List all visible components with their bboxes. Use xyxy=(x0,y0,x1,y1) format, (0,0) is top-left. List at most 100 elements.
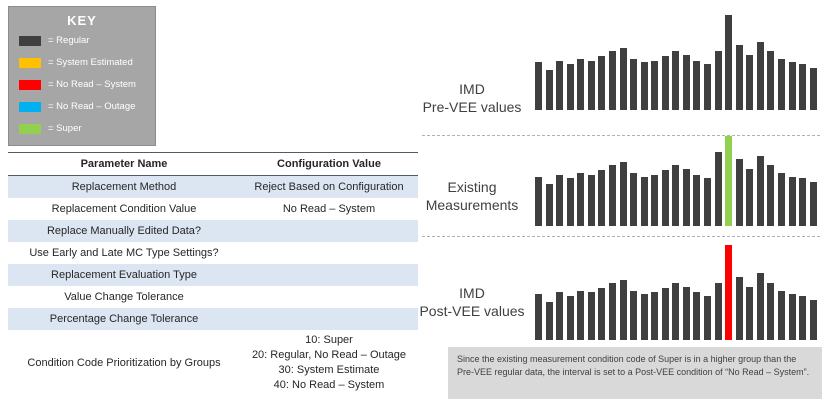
legend-label: = Super xyxy=(48,123,82,134)
param-name-cell: Replacement Condition Value xyxy=(51,203,197,215)
bar xyxy=(608,165,616,226)
param-value-cell: Reject Based on Configuration xyxy=(254,180,404,193)
table-row: Use Early and Late MC Type Settings? xyxy=(8,242,418,264)
legend-item-regular: = Regular xyxy=(19,35,145,46)
legend-swatch-system-estimated xyxy=(19,57,41,68)
bar xyxy=(693,175,701,226)
table-row: Value Change Tolerance xyxy=(8,286,418,308)
existing-measurements-chart xyxy=(535,130,817,226)
bar xyxy=(682,55,690,110)
bar xyxy=(545,70,553,110)
bar xyxy=(640,177,648,226)
legend-label: = System Estimated xyxy=(48,57,133,68)
legend-swatch-super xyxy=(19,123,41,134)
bar xyxy=(566,178,574,226)
bar xyxy=(672,283,680,340)
bar xyxy=(735,277,743,340)
table-row: Replacement Condition Value No Read – Sy… xyxy=(8,198,418,220)
bar xyxy=(704,178,711,226)
bar xyxy=(746,287,754,340)
param-name-cell: Percentage Change Tolerance xyxy=(49,313,199,325)
table-header-row: Parameter Name Configuration Value xyxy=(8,152,418,176)
key-title: KEY xyxy=(67,13,97,28)
param-value-cell: No Read – System xyxy=(282,202,376,215)
existing-measurements-chart-label: Existing Measurements xyxy=(425,179,519,214)
bar xyxy=(608,283,616,340)
bar xyxy=(545,184,553,226)
param-name-cell: Replacement Method xyxy=(71,181,177,193)
bar xyxy=(598,56,606,110)
bar xyxy=(714,283,722,340)
bar xyxy=(556,61,564,110)
param-value-cell xyxy=(240,264,418,286)
bar xyxy=(704,64,711,110)
param-value-cell xyxy=(240,286,418,308)
highlighted-bar xyxy=(725,15,733,110)
callout-note: Since the existing measurement condition… xyxy=(448,347,822,399)
bar xyxy=(587,61,595,110)
bar xyxy=(535,294,542,340)
table-row: Replacement Method Reject Based on Confi… xyxy=(8,176,418,198)
bar xyxy=(746,169,754,226)
legend-label: = No Read – Outage xyxy=(48,101,136,112)
bar xyxy=(777,173,785,226)
parameters-table: Parameter Name Configuration Value Repla… xyxy=(8,152,418,395)
bar xyxy=(799,296,807,340)
table-row: Replacement Evaluation Type xyxy=(8,264,418,286)
legend-item-no-read-system: = No Read – System xyxy=(19,79,145,90)
bar xyxy=(651,175,659,226)
pre-vee-chart xyxy=(535,14,817,110)
param-name-cell: Replace Manually Edited Data? xyxy=(46,225,202,237)
bar xyxy=(587,175,595,226)
highlighted-bar xyxy=(725,136,733,226)
table-row: Percentage Change Tolerance xyxy=(8,308,418,330)
bar xyxy=(566,296,574,340)
table-row: Condition Code Prioritization by Groups … xyxy=(8,330,418,395)
bar xyxy=(672,51,680,110)
dashed-separator xyxy=(422,236,820,237)
bar xyxy=(577,59,585,110)
bar xyxy=(809,182,817,226)
bar xyxy=(693,61,701,110)
post-vee-chart xyxy=(535,244,817,340)
bar xyxy=(767,165,775,226)
bar xyxy=(661,170,669,226)
bar xyxy=(619,162,627,226)
bar xyxy=(756,273,764,340)
bar xyxy=(577,173,585,226)
bar xyxy=(661,288,669,340)
legend-swatch-no-read-system xyxy=(19,79,41,90)
bar xyxy=(651,61,659,110)
bar xyxy=(545,302,553,340)
param-value-cell: 10: Super 20: Regular, No Read – Outage … xyxy=(251,334,407,391)
bar xyxy=(566,64,574,110)
bar xyxy=(735,45,743,110)
bar xyxy=(535,62,542,110)
legend-item-no-read-outage: = No Read – Outage xyxy=(19,101,145,112)
pre-vee-chart-label: IMD Pre-VEE values xyxy=(422,81,522,116)
column-header-configuration-value: Configuration Value xyxy=(277,157,381,170)
post-vee-chart-label: IMD Post-VEE values xyxy=(419,285,525,320)
bar xyxy=(799,64,807,110)
legend-swatch-no-read-outage xyxy=(19,101,41,112)
bar xyxy=(767,283,775,340)
bar xyxy=(651,292,659,340)
bar xyxy=(661,56,669,110)
bar xyxy=(619,48,627,110)
bar xyxy=(756,156,764,226)
bar xyxy=(809,68,817,110)
bar xyxy=(704,296,711,340)
bar xyxy=(608,51,616,110)
param-value-cell xyxy=(240,242,418,264)
bar xyxy=(799,178,807,226)
param-name-cell: Value Change Tolerance xyxy=(64,291,184,303)
bar xyxy=(788,62,796,110)
param-name-cell: Condition Code Prioritization by Groups xyxy=(27,356,221,369)
bar xyxy=(777,291,785,340)
legend-label: = No Read – System xyxy=(48,79,136,90)
bar xyxy=(756,42,764,110)
bar xyxy=(577,291,585,340)
bar xyxy=(598,170,606,226)
bar xyxy=(630,291,638,340)
